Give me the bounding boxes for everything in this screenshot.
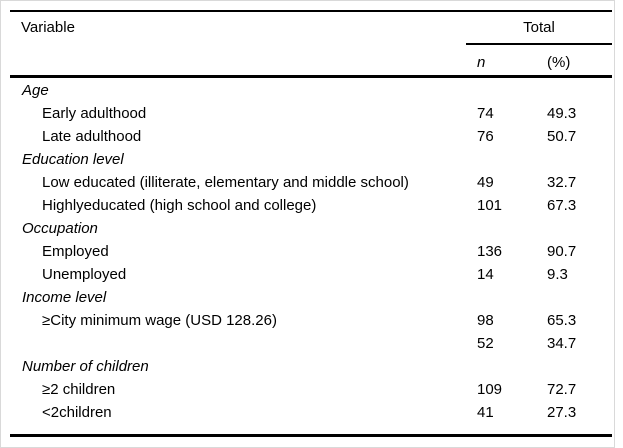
table-row: Highlyeducated (high school and college)…	[10, 194, 612, 217]
row-label: Late adulthood	[42, 128, 142, 145]
row-label: Low educated (illiterate, elementary and…	[42, 174, 409, 191]
row-label: Number of children	[22, 358, 149, 375]
table-row: Low educated (illiterate, elementary and…	[10, 171, 612, 194]
table-body: Age Early adulthood 74 49.3 Late adultho…	[10, 79, 612, 424]
column-header-total: Total	[523, 19, 555, 36]
table-row: Number of children	[10, 355, 612, 378]
row-percent-value: 32.7	[547, 174, 577, 191]
row-n-value: 41	[477, 404, 494, 421]
total-spanner-rule	[466, 43, 612, 45]
table-top-rule	[10, 10, 612, 12]
row-label: Employed	[42, 243, 109, 260]
row-n-value: 109	[477, 381, 503, 398]
table-bottom-rule	[10, 434, 612, 437]
table-row: <2children 41 27.3	[10, 401, 612, 424]
row-label: Early adulthood	[42, 105, 147, 122]
row-label: ≥2 children	[42, 381, 116, 398]
row-n-value: 49	[477, 174, 494, 191]
table-row: Employed 136 90.7	[10, 240, 612, 263]
row-percent-value: 49.3	[547, 105, 577, 122]
row-percent-value: 34.7	[547, 335, 577, 352]
row-n-value: 76	[477, 128, 494, 145]
row-percent-value: 72.7	[547, 381, 577, 398]
row-label: Income level	[22, 289, 107, 306]
table-row: ≥2 children 109 72.7	[10, 378, 612, 401]
column-header-n: n	[477, 54, 486, 71]
table-row: Occupation	[10, 217, 612, 240]
row-label: Age	[22, 82, 49, 99]
row-label: Unemployed	[42, 266, 127, 283]
table-row: Late adulthood 76 50.7	[10, 125, 612, 148]
row-percent-value: 27.3	[547, 404, 577, 421]
row-label: <2children	[42, 404, 112, 421]
table-row: Unemployed 14 9.3	[10, 263, 612, 286]
row-n-value: 74	[477, 105, 494, 122]
row-n-value: 136	[477, 243, 503, 260]
column-header-variable: Variable	[21, 19, 75, 36]
column-header-percent: (%)	[547, 54, 571, 71]
row-label: Highlyeducated (high school and college)	[42, 197, 317, 214]
row-label: Education level	[22, 151, 124, 168]
row-percent-value: 65.3	[547, 312, 577, 329]
row-label: ≥City minimum wage (USD 128.26)	[42, 312, 277, 329]
table-row: ≥City minimum wage (USD 128.26) 98 65.3	[10, 309, 612, 332]
row-percent-value: 90.7	[547, 243, 577, 260]
table-row: Income level	[10, 286, 612, 309]
row-n-value: 98	[477, 312, 494, 329]
row-n-value: 101	[477, 197, 503, 214]
table-row: Education level	[10, 148, 612, 171]
row-n-value: 52	[477, 335, 494, 352]
table-row: Early adulthood 74 49.3	[10, 102, 612, 125]
table-row: Age	[10, 79, 612, 102]
row-n-value: 14	[477, 266, 494, 283]
row-percent-value: 9.3	[547, 266, 568, 283]
row-percent-value: 50.7	[547, 128, 577, 145]
table-row: 52 34.7	[10, 332, 612, 355]
row-label: Occupation	[22, 220, 98, 237]
table-header-rule	[10, 75, 612, 78]
row-percent-value: 67.3	[547, 197, 577, 214]
